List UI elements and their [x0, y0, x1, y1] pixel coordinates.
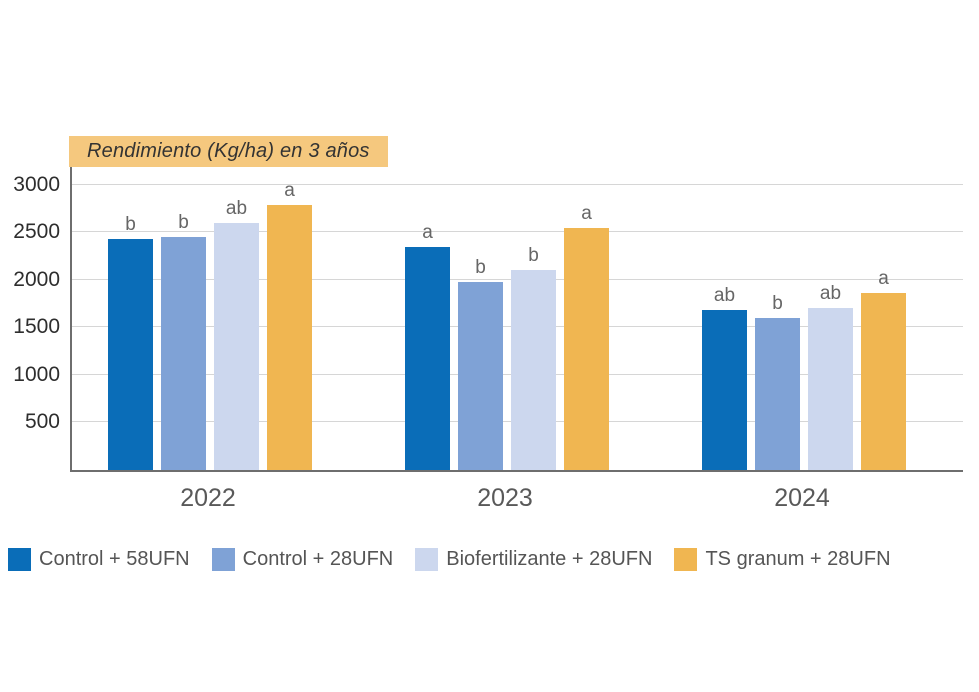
legend-swatch-icon [415, 548, 439, 571]
gridline-3000 [72, 184, 963, 185]
x-axis-label-2023: 2023 [477, 484, 533, 512]
plot-area: b b ab a a b b a ab b ab a 500 1000 1500 2000 2500 3000 [13, 166, 963, 472]
significance-letter: a [422, 222, 433, 243]
significance-letter: b [528, 245, 539, 266]
legend-label: Control + 58UFN [39, 548, 190, 570]
legend-swatch-icon [8, 548, 31, 571]
legend-swatch-icon [211, 548, 235, 571]
chart-title-text: Rendimiento (Kg/ha) en 3 años [87, 140, 370, 162]
legend-label: Biofertilizante + 28UFN [446, 548, 653, 570]
x-axis-label-2024: 2024 [774, 484, 830, 512]
bar-column: a [267, 181, 312, 470]
y-tick-label-2500: 2500 [13, 220, 60, 243]
bar-2022-Control + 28UFN [161, 237, 206, 470]
significance-letter: a [581, 203, 592, 224]
gridline-2500 [72, 231, 963, 232]
bar-2022-Control + 58UFN [108, 239, 153, 470]
bar-column: b [755, 294, 800, 470]
bar-column: b [458, 258, 503, 470]
significance-letter: a [284, 180, 295, 201]
y-tick-label-1000: 1000 [13, 363, 60, 386]
chart-title-box: Rendimiento (Kg/ha) en 3 años [69, 136, 388, 167]
bar-column: a [405, 223, 450, 470]
y-tick-label-3000: 3000 [13, 173, 60, 196]
significance-letter: ab [225, 198, 248, 219]
bar-2023-Biofertilizante + 28UFN [511, 270, 556, 470]
bar-2023-TS granum + 28UFN [564, 228, 609, 470]
significance-letter: ab [819, 283, 842, 304]
bar-2024-Biofertilizante + 28UFN [808, 308, 853, 470]
bar-2023-Control + 28UFN [458, 282, 503, 470]
bar-2024-Control + 58UFN [702, 310, 747, 470]
bar-2022-Biofertilizante + 28UFN [214, 223, 259, 470]
bar-2024-TS granum + 28UFN [861, 293, 906, 470]
bar-column: a [861, 269, 906, 470]
y-tick-label-500: 500 [24, 410, 60, 433]
legend-label: TS granum + 28UFN [705, 548, 891, 570]
x-axis-label-2022: 2022 [180, 484, 236, 512]
bar-group-2024: ab b ab a [702, 269, 906, 470]
bar-column: ab [808, 284, 853, 470]
bar-2022-TS granum + 28UFN [267, 205, 312, 470]
bar-column: b [161, 213, 206, 470]
significance-letter: b [772, 293, 783, 314]
legend-item: TS granum + 28UFN [674, 548, 891, 571]
legend: Control + 58UFN Control + 28UFN Biofertili… [8, 548, 971, 571]
y-tick-label-1500: 1500 [13, 315, 60, 338]
significance-letter: b [475, 257, 486, 278]
bar-2024-Control + 28UFN [755, 318, 800, 470]
bar-groups: b b ab a a b b a ab b ab a [72, 166, 963, 470]
bar-column: a [564, 204, 609, 470]
legend-item: Control + 28UFN [211, 548, 394, 571]
y-tick-label-2000: 2000 [13, 268, 60, 291]
bar-2023-Control + 58UFN [405, 247, 450, 470]
legend-swatch-icon [674, 548, 698, 571]
x-axis-labels: 2022 2023 2024 [70, 484, 961, 513]
bar-column: b [108, 215, 153, 470]
legend-item: Control + 58UFN [8, 548, 190, 571]
significance-letter: a [878, 268, 889, 289]
significance-letter: ab [713, 285, 736, 306]
legend-item: Biofertilizante + 28UFN [415, 548, 652, 571]
significance-letter: b [178, 212, 189, 233]
bar-column: b [511, 246, 556, 470]
bar-group-2023: a b b a [405, 204, 609, 470]
bar-group-2022: b b ab a [108, 181, 312, 470]
bar-column: ab [702, 286, 747, 470]
significance-letter: b [125, 214, 136, 235]
bar-column: ab [214, 199, 259, 470]
legend-label: Control + 28UFN [242, 548, 394, 570]
